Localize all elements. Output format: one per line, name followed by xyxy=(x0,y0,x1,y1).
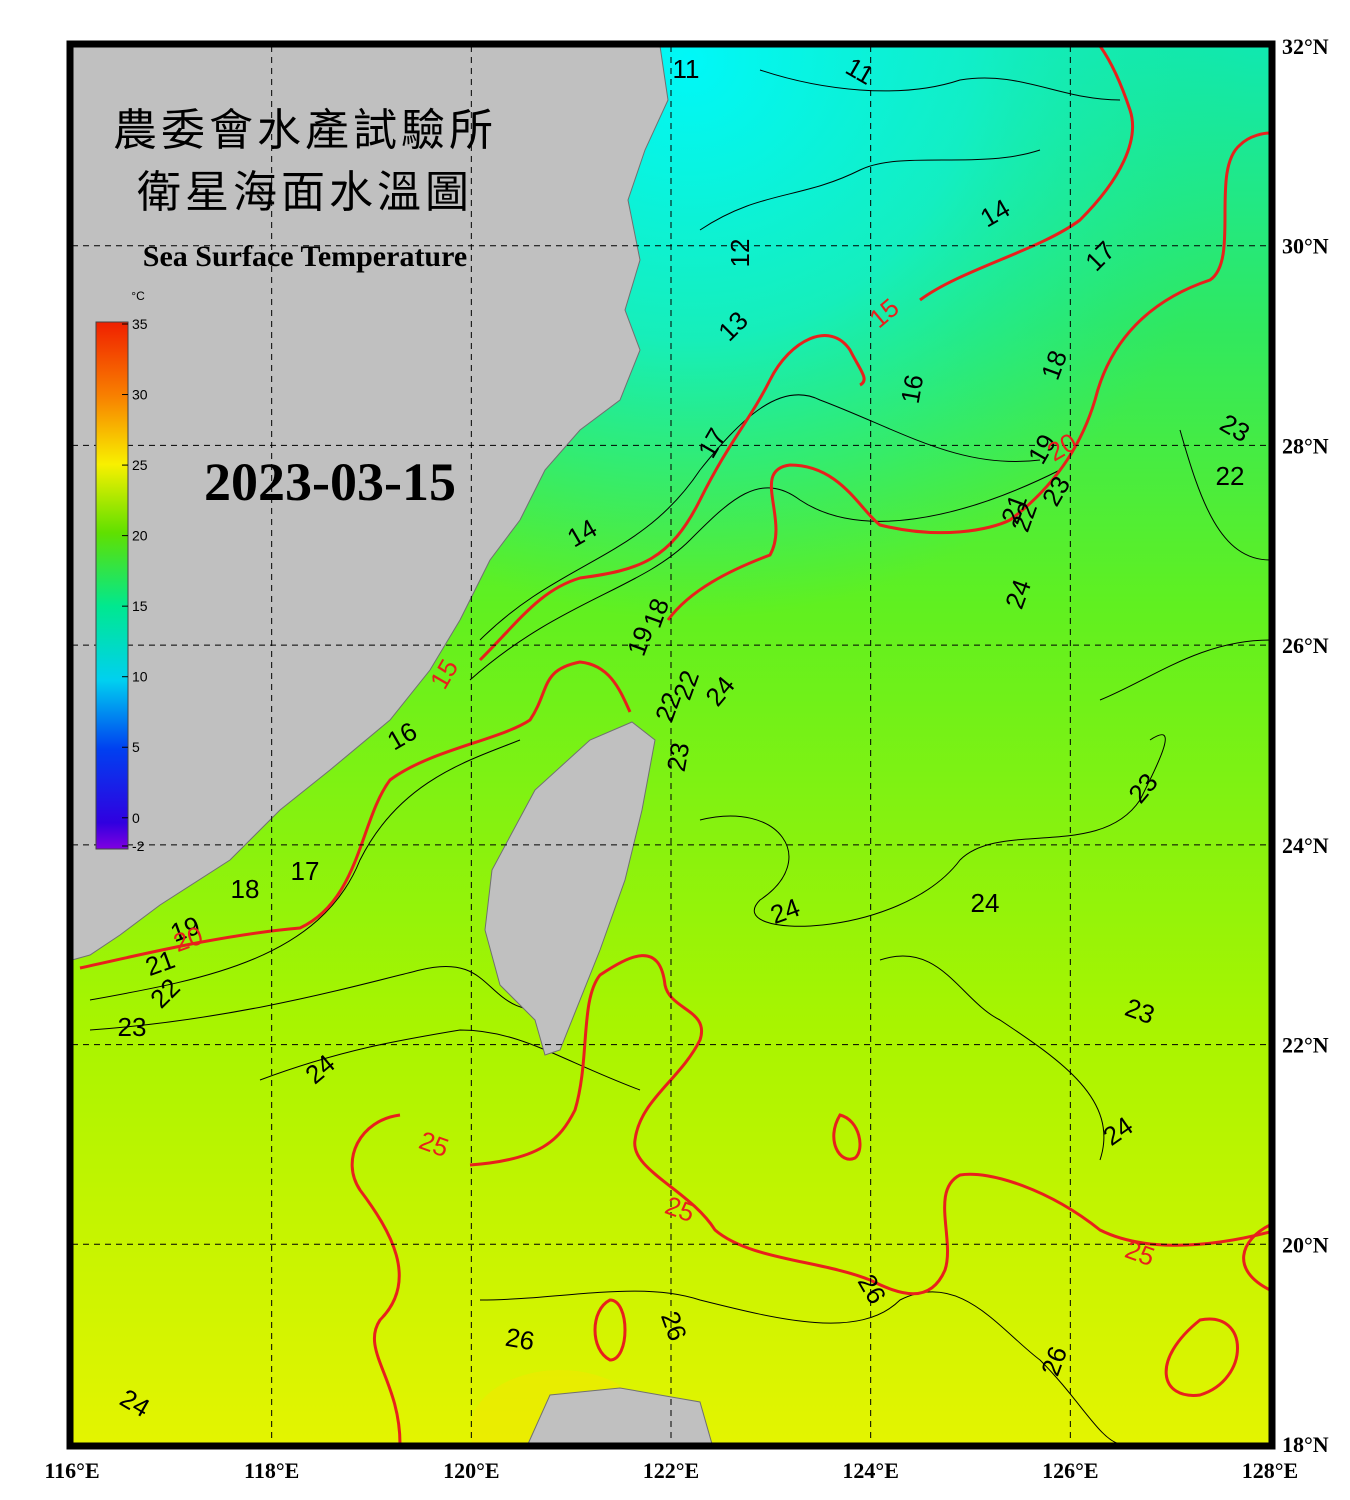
colorbar-tick-label: 20 xyxy=(132,528,148,544)
contour-15 xyxy=(919,46,1135,302)
axis-labels: 116°E 118°E 120°E 122°E 124°E 126°E 128°E 32°N 3… xyxy=(44,34,1328,1483)
contour-label: 23 xyxy=(118,1012,147,1042)
contour-label: 24 xyxy=(971,888,1000,918)
taiwan xyxy=(484,721,656,1056)
contour xyxy=(879,955,1105,1161)
y-tick-label: 18°N xyxy=(1282,1432,1329,1457)
x-tick-label: 128°E xyxy=(1242,1458,1298,1483)
contour xyxy=(259,1029,641,1091)
contour-label: 22 xyxy=(1216,461,1245,491)
contour-label: 17 xyxy=(291,856,320,886)
contour xyxy=(479,1290,1121,1444)
x-tick-label: 126°E xyxy=(1042,1458,1098,1483)
y-tick-label: 22°N xyxy=(1282,1033,1329,1058)
colorbar-tick-label: 30 xyxy=(132,387,148,403)
y-tick-label: 28°N xyxy=(1282,433,1329,458)
y-tick-label: 26°N xyxy=(1282,633,1329,658)
contour-15 xyxy=(478,334,866,662)
contour-label: 18 xyxy=(231,874,260,904)
y-tick-label: 24°N xyxy=(1282,833,1329,858)
contour-25 xyxy=(350,1113,402,1444)
colorbar-tick-label: -2 xyxy=(132,838,145,854)
contour-25 xyxy=(593,1298,627,1362)
x-tick-label: 116°E xyxy=(44,1458,99,1483)
colorbar xyxy=(95,321,129,850)
x-tick-label: 120°E xyxy=(443,1458,499,1483)
colorbar-tick-label: 0 xyxy=(132,810,140,826)
y-tick-label: 30°N xyxy=(1282,234,1329,259)
contour-label: 12 xyxy=(725,239,755,268)
contour-25 xyxy=(469,954,1270,1296)
x-tick-label: 122°E xyxy=(643,1458,699,1483)
china-coast xyxy=(72,46,669,961)
contour xyxy=(89,965,561,1031)
contour-20 xyxy=(79,660,632,970)
contour-label: 11 xyxy=(673,54,700,84)
title-zh: 農委會水產試驗所 xyxy=(113,106,497,155)
contour xyxy=(89,739,521,1001)
land xyxy=(72,46,713,1444)
luzon xyxy=(527,1387,713,1444)
contour xyxy=(759,69,1121,101)
contour-25 xyxy=(832,1113,862,1161)
contour-25 xyxy=(1242,1223,1270,1292)
major-contours xyxy=(79,46,1270,1444)
colorbar-tick-label: 15 xyxy=(132,598,148,614)
y-tick-label: 32°N xyxy=(1282,34,1329,59)
contour-20 xyxy=(666,131,1270,621)
y-tick-label: 20°N xyxy=(1282,1232,1329,1257)
date: 2023-03-15 xyxy=(204,452,456,512)
colorbar-tick-label: 25 xyxy=(132,457,148,473)
contour-label: 26 xyxy=(503,1322,537,1357)
colorbar-ticks: 35 30 25 20 15 10 5 0 -2 xyxy=(122,316,148,854)
map-frame xyxy=(66,40,1276,1450)
contour-label: 23 xyxy=(661,740,696,774)
contour xyxy=(699,734,1166,927)
contour-label: 16 xyxy=(895,372,930,406)
colorbar-unit: °C xyxy=(131,289,145,303)
graticule xyxy=(72,46,1270,1444)
x-tick-label: 124°E xyxy=(842,1458,898,1483)
contour-25 xyxy=(1164,1317,1239,1397)
minor-contours xyxy=(89,69,1270,1444)
colorbar-tick-label: 35 xyxy=(132,316,148,332)
contour xyxy=(469,469,1061,681)
x-tick-label: 118°E xyxy=(244,1458,299,1483)
colorbar-tick-label: 5 xyxy=(132,739,140,755)
title-zh: 衛星海面水溫圖 xyxy=(137,168,473,217)
contour xyxy=(1179,429,1270,561)
contour xyxy=(1099,639,1270,701)
title-en: Sea Surface Temperature xyxy=(143,240,467,273)
contour xyxy=(699,149,1041,231)
colorbar-tick-label: 10 xyxy=(132,669,148,685)
